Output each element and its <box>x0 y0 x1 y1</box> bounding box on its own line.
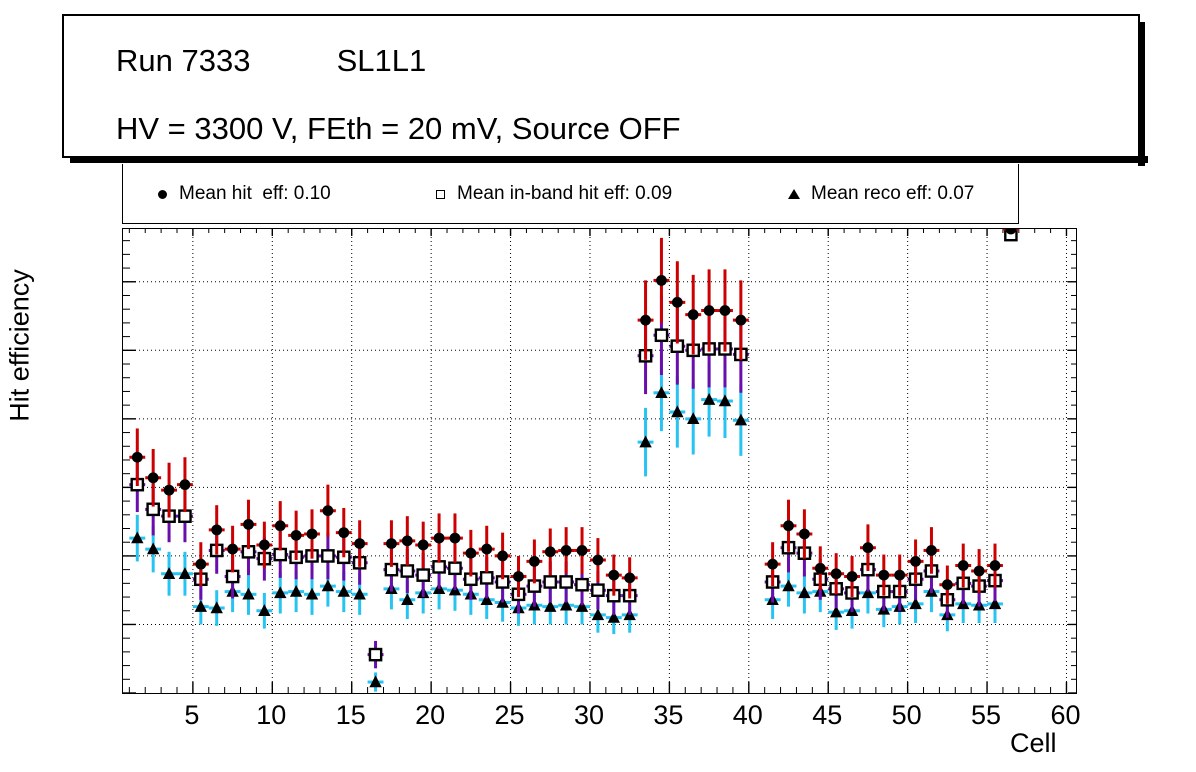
series-hit-eff <box>129 229 1019 604</box>
plot-frame <box>122 228 1077 694</box>
x-tick-label: 35 <box>653 700 684 730</box>
y-axis-label: Hit efficiency <box>4 269 35 422</box>
legend-label-reco-eff: Mean reco eff: 0.07 <box>811 183 975 204</box>
x-tick-label: 60 <box>1050 700 1081 730</box>
x-tick-label: 25 <box>494 700 525 730</box>
x-tick-label: 10 <box>256 700 287 730</box>
title-box: Run 7333 SL1L1 HV = 3300 V, FEth = 20 mV… <box>62 14 1148 166</box>
plot-area <box>123 229 1076 693</box>
series-reco-eff <box>129 229 1019 692</box>
open-square-icon <box>423 189 457 199</box>
filled-triangle-icon <box>777 189 811 199</box>
x-tick-label: 15 <box>335 700 366 730</box>
x-tick-label: 55 <box>971 700 1002 730</box>
x-tick-label: 20 <box>415 700 446 730</box>
filled-circle-icon <box>145 189 179 199</box>
legend-box: Mean hit eff: 0.10 Mean in-band hit eff:… <box>122 164 1019 224</box>
title-line-run: Run 7333 SL1L1 <box>116 43 427 78</box>
legend-label-hit-eff: Mean hit eff: 0.10 <box>179 183 331 204</box>
axis-tick-marks <box>123 229 1076 693</box>
legend-entry-reco-eff: Mean reco eff: 0.07 <box>777 164 974 224</box>
x-tick-label: 5 <box>184 700 200 730</box>
x-tick-label: 45 <box>812 700 843 730</box>
x-axis-label: Cell <box>1010 728 1057 758</box>
title-line-conditions: HV = 3300 V, FEth = 20 mV, Source OFF <box>116 111 681 146</box>
x-tick-label: 30 <box>573 700 604 730</box>
legend-entry-inband-hit-eff: Mean in-band hit eff: 0.09 <box>423 164 672 224</box>
title-box-shadow-right <box>1138 22 1145 166</box>
title-box-shadow-bottom <box>70 156 1148 163</box>
legend-entry-hit-eff: Mean hit eff: 0.10 <box>145 164 331 224</box>
x-tick-label: 50 <box>891 700 922 730</box>
x-tick-label: 40 <box>732 700 763 730</box>
legend-label-inband-hit-eff: Mean in-band hit eff: 0.09 <box>457 183 673 204</box>
